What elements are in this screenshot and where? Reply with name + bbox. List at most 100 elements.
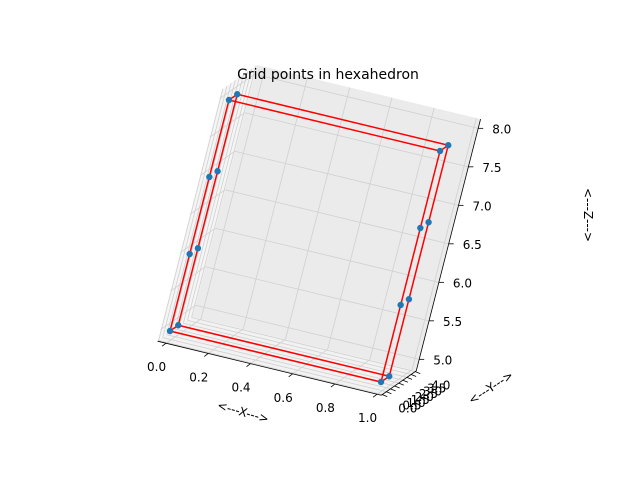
- x-tick-mark: [288, 373, 293, 378]
- x-tick-label: 1.0: [358, 411, 377, 425]
- grid-points: [166, 91, 452, 386]
- grid-point: [214, 168, 221, 175]
- grid-line-z-back: [244, 112, 469, 168]
- grid-line-y-side: [182, 71, 249, 324]
- x-tick-label: 0.4: [231, 381, 250, 395]
- grid-point: [186, 250, 193, 258]
- grid-line-y-floor: [158, 340, 383, 395]
- grid-point: [405, 296, 413, 303]
- grid-line-y-side: [158, 88, 224, 341]
- grid-line-y-side: [162, 85, 228, 338]
- grid-line-z-side: [199, 150, 236, 176]
- grid-line-y-side: [174, 77, 240, 330]
- grid-line-y-side: [191, 65, 257, 318]
- x-axis-label: <---X--->: [216, 398, 271, 426]
- grid-line-z-back: [254, 73, 479, 129]
- grid-line-z-back: [205, 266, 430, 322]
- y-tick-label: 3.5: [427, 381, 446, 395]
- grid-line-z-side: [160, 304, 196, 330]
- grid-line-y-side: [178, 74, 244, 327]
- hexahedron-edge: [237, 93, 449, 146]
- grid-point: [386, 373, 393, 380]
- grid-point: [225, 96, 233, 104]
- hexahedron-edge: [169, 99, 230, 332]
- grid-point: [206, 173, 213, 181]
- grid-line-z-back: [224, 189, 449, 245]
- tick-labels: 0.00.20.40.60.81.00.00.51.01.52.02.53.03…: [147, 122, 511, 425]
- grid-line-z-back: [195, 304, 420, 360]
- x-tick-mark: [161, 342, 167, 347]
- y-tick-label: 2.0: [415, 390, 434, 404]
- grid-point: [166, 327, 174, 335]
- x-tick-label: 0.6: [274, 391, 293, 405]
- x-tick-mark: [330, 383, 336, 388]
- x-tick-mark: [204, 353, 209, 357]
- grid-line-x-back: [242, 77, 308, 330]
- grid-point: [194, 245, 202, 252]
- z-tick-label: 6.5: [463, 238, 482, 252]
- grid-line-z-side: [189, 189, 226, 215]
- grid-point: [234, 91, 241, 98]
- y-tick-mark: [390, 388, 396, 392]
- grid-line-y-side: [170, 79, 236, 332]
- x-axis-line: [157, 340, 382, 396]
- z-tick-label: 5.5: [443, 315, 462, 329]
- y-tick-mark: [415, 371, 421, 374]
- z-tick-label: 6.0: [453, 276, 472, 290]
- z-axis-line: [415, 118, 481, 371]
- y-tick-label: 1.5: [411, 393, 430, 407]
- grid-line-z-back: [234, 150, 459, 206]
- grid-line-z-side: [209, 112, 245, 138]
- y-tick-label: 2.5: [419, 387, 438, 401]
- grid-line-y-floor: [166, 334, 391, 390]
- grid-point: [175, 322, 182, 329]
- y-tick-label: 0.5: [402, 399, 421, 413]
- grid-line-y-floor: [162, 337, 387, 393]
- grid-line-x-back: [327, 97, 393, 350]
- x-tick-mark: [246, 363, 251, 367]
- hexahedron-edge: [178, 324, 390, 377]
- grid-point: [436, 147, 444, 155]
- hexahedron-edge: [169, 330, 382, 383]
- x-tick-label: 0.8: [316, 401, 335, 415]
- grid-line-x-back: [200, 66, 266, 319]
- grid-line-y-floor: [187, 319, 412, 375]
- grid-line-z-side: [180, 227, 216, 253]
- x-tick-label: 0.0: [147, 360, 166, 374]
- grid-point: [417, 224, 424, 232]
- x-tick-label: 0.2: [189, 370, 208, 384]
- y-tick-mark: [386, 391, 392, 395]
- y-tick-mark: [410, 374, 417, 377]
- hexahedron-edge: [380, 150, 441, 383]
- grid-point: [445, 142, 452, 149]
- z-tick-label: 5.0: [433, 353, 452, 367]
- y-axis-label: <---Y--->: [466, 368, 516, 407]
- hexahedron-edges: [169, 93, 449, 383]
- y-tick-label: 3.0: [423, 384, 442, 398]
- grid-line-x-back: [411, 117, 477, 370]
- y-tick-mark: [382, 394, 388, 397]
- grid-line-y-floor: [183, 322, 408, 378]
- grid-line-x-back: [285, 87, 351, 340]
- grid-point: [397, 301, 404, 309]
- y-tick-label: 4.0: [431, 379, 450, 393]
- z-axis-label: <---Z--->: [581, 188, 595, 242]
- z-tick-label: 7.5: [482, 161, 501, 175]
- grid-line-y-side: [187, 68, 253, 321]
- y-tick-mark: [406, 376, 413, 380]
- x-tick-mark: [372, 393, 378, 398]
- y-tick-mark: [398, 382, 404, 386]
- hexahedron-edge: [228, 99, 441, 152]
- grid-line-z-side: [170, 266, 206, 292]
- hexahedron-edge: [388, 145, 449, 377]
- chart-title: Grid points in hexahedron: [237, 67, 419, 83]
- grid-line-y-floor: [175, 328, 399, 384]
- y-tick-label: 0.0: [398, 402, 417, 416]
- hexahedron-edge: [177, 94, 238, 326]
- grid-line-z-back: [215, 227, 439, 283]
- z-tick-label: 7.0: [473, 199, 492, 213]
- grid-point: [425, 219, 432, 226]
- back-pane: [192, 65, 481, 371]
- grid-line-x-back: [369, 107, 435, 360]
